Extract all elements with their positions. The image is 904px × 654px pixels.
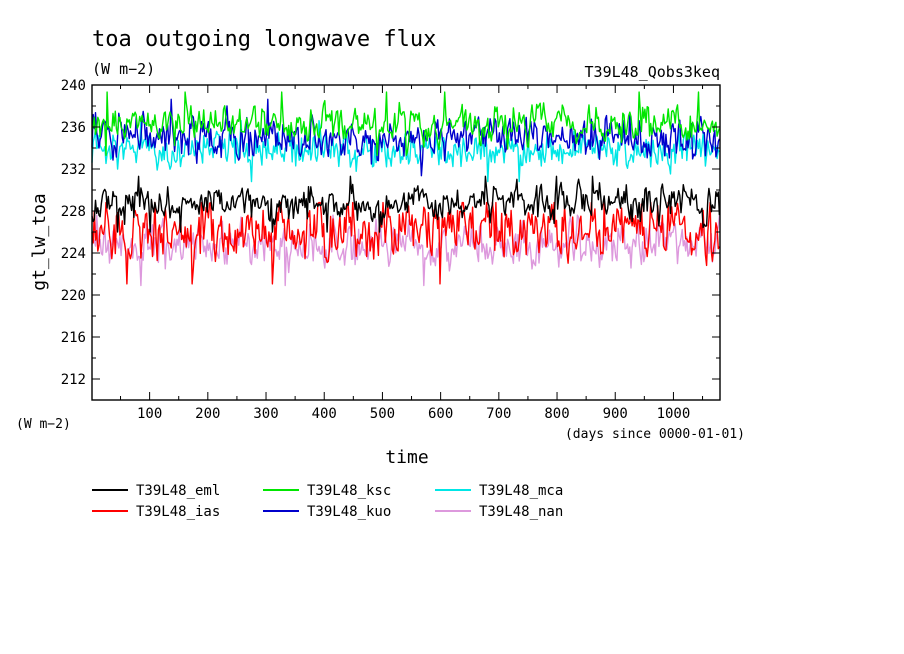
x-tick-label: 700 — [486, 406, 511, 422]
y-tick-label: 240 — [61, 78, 86, 94]
x-tick-label: 1000 — [657, 406, 691, 422]
y-axis-label: gt_lw_toa — [29, 193, 50, 291]
ticks-layer: 100 200 300 400 500 600 700 800 900 1000 212 216 220… — [61, 78, 720, 422]
y-tick-label: 224 — [61, 246, 86, 262]
series-line-T39L48_nan — [91, 214, 721, 287]
y-axis-units: (W m−2) — [16, 417, 71, 432]
x-tick-label: 400 — [312, 406, 337, 422]
y-tick-label: 220 — [61, 288, 86, 304]
legend-entry: T39L48_ksc — [307, 483, 391, 499]
chart-title: toa outgoing longwave flux — [92, 27, 436, 52]
series-line-T39L48_ias — [91, 201, 721, 285]
x-tick-label: 100 — [137, 406, 162, 422]
y-tick-label: 228 — [61, 204, 86, 220]
plot-frame — [91, 84, 721, 401]
x-tick-label: 900 — [603, 406, 628, 422]
legend-entry: T39L48_nan — [479, 504, 563, 520]
series-line-T39L48_eml — [91, 175, 721, 233]
x-axis-label: time — [385, 447, 428, 468]
y-tick-label: 216 — [61, 330, 86, 346]
series-line-T39L48_ksc — [91, 91, 721, 157]
legend-entry: T39L48_eml — [136, 483, 220, 499]
x-axis-units: (days since 0000-01-01) — [565, 427, 745, 442]
series-layer — [91, 91, 721, 287]
y-tick-label: 212 — [61, 372, 86, 388]
experiment-label: T39L48_Qobs3keq — [585, 63, 720, 81]
x-tick-label: 600 — [428, 406, 453, 422]
x-tick-label: 200 — [195, 406, 220, 422]
chart-units: (W m−2) — [92, 60, 155, 78]
y-tick-label: 232 — [61, 162, 86, 178]
legend: T39L48_eml T39L48_ksc T39L48_mca T39L48_ias… — [92, 483, 563, 520]
y-tick-label: 236 — [61, 120, 86, 136]
legend-entry: T39L48_kuo — [307, 504, 391, 520]
legend-entry: T39L48_ias — [136, 504, 220, 520]
x-tick-label: 300 — [253, 406, 278, 422]
x-tick-label: 500 — [370, 406, 395, 422]
legend-entry: T39L48_mca — [479, 483, 563, 499]
x-tick-label: 800 — [544, 406, 569, 422]
